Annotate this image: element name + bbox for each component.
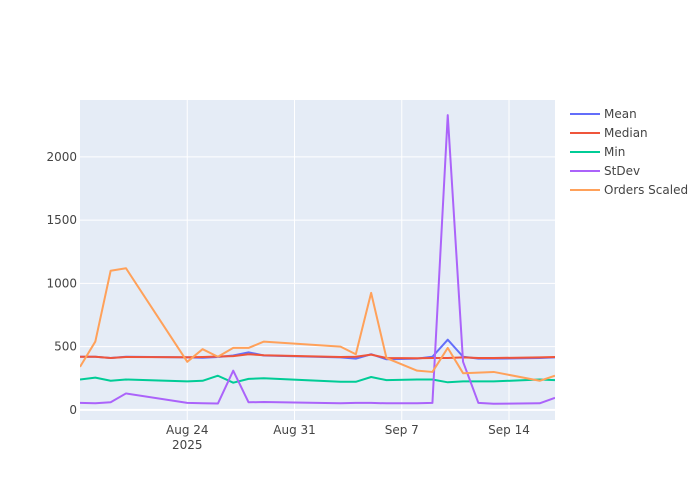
x-tick-label: Sep 7 (385, 423, 419, 437)
x-tick-label: Aug 24 (166, 423, 209, 437)
x-tick-label: Aug 31 (273, 423, 316, 437)
series-layer (80, 114, 555, 405)
legend-label: Orders Scaled (604, 183, 688, 197)
x-tick-sublabel: 2025 (172, 438, 203, 452)
legend-label: Min (604, 145, 625, 159)
legend-label: Mean (604, 107, 637, 121)
y-tick-label: 1000 (46, 276, 77, 290)
legend-label: Median (604, 126, 648, 140)
series-line-orders-scaled (80, 267, 555, 382)
series-line-stdev (80, 114, 555, 405)
y-tick-label: 0 (69, 403, 77, 417)
legend-label: StDev (604, 164, 640, 178)
legend-item-median[interactable]: Median (570, 126, 648, 140)
series-line-median (80, 353, 555, 360)
legend-item-stdev[interactable]: StDev (570, 164, 640, 178)
grid-lines (80, 100, 555, 420)
y-tick-label: 500 (54, 340, 77, 354)
x-tick-label: Sep 14 (488, 423, 530, 437)
y-axis: 0 500 1000 1500 2000 (46, 150, 77, 417)
plot-background (80, 100, 555, 420)
y-tick-label: 1500 (46, 213, 77, 227)
legend-item-mean[interactable]: Mean (570, 107, 637, 121)
y-tick-label: 2000 (46, 150, 77, 164)
legend-item-min[interactable]: Min (570, 145, 625, 159)
legend[interactable]: Mean Median Min StDev Orders Scaled (570, 107, 688, 197)
legend-item-orders-scaled[interactable]: Orders Scaled (570, 183, 688, 197)
